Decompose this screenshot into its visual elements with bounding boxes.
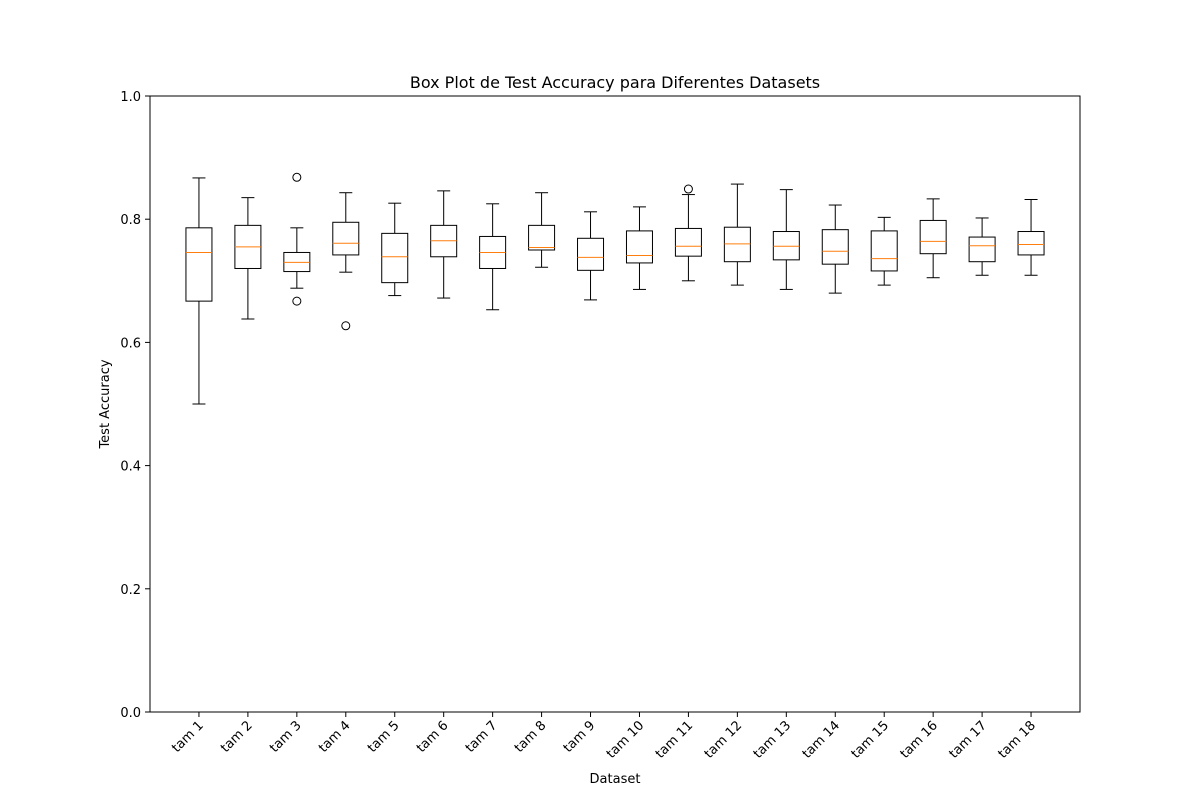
outlier-point: [292, 172, 302, 182]
x-tick-label: tam 3: [267, 718, 305, 756]
y-tick-label: 0.0: [120, 706, 141, 721]
chart-title: Box Plot de Test Accuracy para Diferente…: [410, 73, 820, 92]
y-tick-label: 0.6: [120, 336, 141, 351]
box-iqr: [772, 231, 800, 261]
x-tick-label: tam 8: [512, 718, 550, 756]
x-tick-label: tam 15: [849, 718, 892, 761]
box-iqr: [381, 232, 409, 284]
x-tick-label: tam 11: [653, 718, 696, 761]
box-iqr: [528, 224, 556, 251]
box-iqr: [625, 230, 653, 264]
box-iqr: [185, 227, 213, 302]
y-tick-label: 1.0: [120, 90, 141, 105]
box-iqr: [870, 230, 898, 272]
x-tick-label: tam 16: [898, 718, 941, 761]
box-iqr: [332, 221, 360, 256]
y-tick-label: 0.8: [120, 213, 141, 228]
y-axis-label: Test Accuracy: [98, 359, 113, 449]
box-iqr: [577, 237, 605, 271]
y-tick-label: 0.4: [120, 460, 141, 475]
axes-frame: [149, 95, 1081, 713]
x-axis-label: Dataset: [590, 772, 641, 787]
box-iqr: [919, 219, 947, 255]
outlier-point: [341, 321, 351, 331]
box-iqr: [674, 227, 702, 257]
x-tick-label: tam 7: [463, 718, 501, 756]
x-tick-label: tam 2: [218, 718, 256, 756]
x-tick-label: tam 13: [751, 718, 794, 761]
x-tick-label: tam 1: [169, 718, 207, 756]
x-tick-label: tam 10: [604, 718, 647, 761]
x-tick-label: tam 9: [561, 718, 599, 756]
outlier-point: [683, 184, 693, 194]
y-tick-label: 0.2: [120, 583, 141, 598]
x-tick-label: tam 18: [995, 718, 1038, 761]
x-tick-label: tam 17: [947, 718, 990, 761]
x-tick-label: tam 5: [365, 718, 403, 756]
outlier-point: [292, 296, 302, 306]
box-iqr: [1017, 231, 1045, 256]
plot-area: 0.0 0.2 0.4 0.6 0.8 1.0 tam 1 tam 2 tam 3 tam 4 ta…: [120, 90, 1045, 762]
box-iqr: [821, 229, 849, 265]
box-iqr: [968, 236, 996, 263]
x-tick-label: tam 6: [414, 718, 452, 756]
x-tick-label: tam 12: [702, 718, 745, 761]
box-iqr: [723, 226, 751, 263]
x-tick-label: tam 4: [316, 718, 354, 756]
x-tick-label: tam 14: [800, 718, 843, 761]
